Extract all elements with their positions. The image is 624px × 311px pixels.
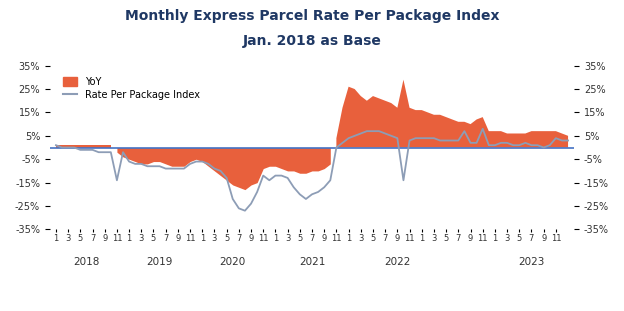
Text: 2019: 2019	[147, 258, 173, 267]
Text: 2022: 2022	[384, 258, 411, 267]
Text: 2018: 2018	[73, 258, 100, 267]
Text: Jan. 2018 as Base: Jan. 2018 as Base	[243, 34, 381, 48]
Text: 2023: 2023	[519, 258, 545, 267]
Text: 2021: 2021	[299, 258, 325, 267]
Legend: YoY, Rate Per Package Index: YoY, Rate Per Package Index	[60, 74, 203, 103]
Text: Monthly Express Parcel Rate Per Package Index: Monthly Express Parcel Rate Per Package …	[125, 9, 499, 23]
Text: 2020: 2020	[220, 258, 246, 267]
